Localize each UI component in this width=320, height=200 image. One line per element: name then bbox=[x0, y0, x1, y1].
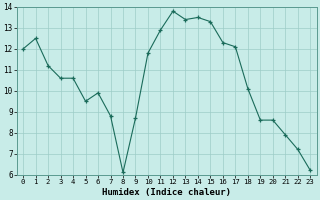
X-axis label: Humidex (Indice chaleur): Humidex (Indice chaleur) bbox=[102, 188, 231, 197]
